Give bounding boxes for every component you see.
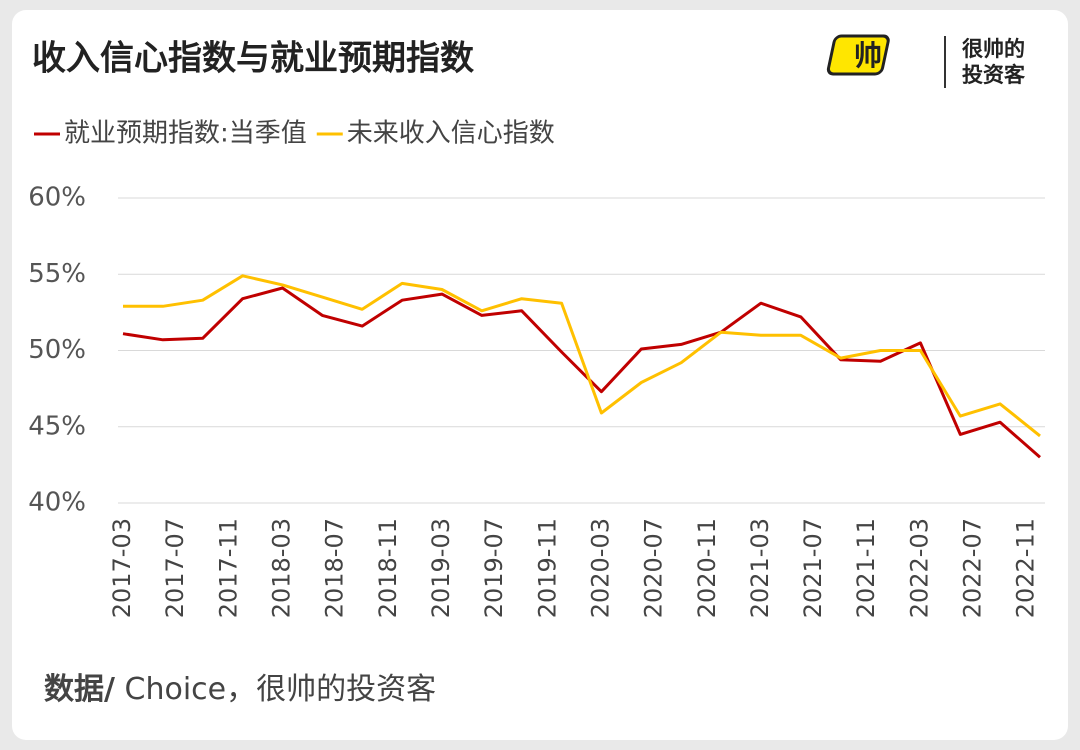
x-tick-label: 2020-11: [693, 518, 721, 618]
y-tick-label: 60%: [28, 183, 86, 213]
legend-label: 未来收入信心指数: [347, 119, 555, 149]
x-tick-label: 2017-07: [161, 518, 189, 618]
brand-text: 很帅的: [962, 37, 1025, 61]
x-tick-label: 2022-11: [1012, 518, 1040, 618]
source: 数据/ Choice，很帅的投资客: [44, 672, 436, 707]
card: [12, 10, 1068, 740]
x-tick-label: 2018-11: [374, 518, 402, 618]
x-tick-label: 2022-07: [959, 518, 987, 618]
source-text: Choice，很帅的投资客: [115, 672, 436, 707]
x-tick-label: 2019-11: [533, 518, 561, 618]
x-tick-label: 2017-11: [214, 518, 242, 618]
x-tick-label: 2018-07: [321, 518, 349, 618]
source-label: 数据/: [44, 672, 115, 707]
x-tick-label: 2020-03: [586, 518, 614, 618]
x-tick-label: 2021-03: [746, 518, 774, 618]
legend-label: 就业预期指数:当季值: [64, 119, 307, 149]
brand-text: 投资客: [962, 63, 1026, 87]
series-line: [123, 274, 1041, 438]
series-line: [122, 286, 1041, 459]
chart-title: 收入信心指数与就业预期指数: [32, 39, 474, 79]
brand-icon: 帅: [854, 39, 882, 72]
y-tick-label: 55%: [28, 259, 86, 289]
x-tick-label: 2018-03: [267, 518, 295, 618]
y-tick-label: 40%: [28, 488, 86, 518]
brand-icon-bg: [826, 34, 890, 76]
x-tick-label: 2019-03: [427, 518, 455, 618]
brand: 帅 很帅的 投资客: [826, 34, 1026, 88]
x-tick-label: 2022-03: [905, 518, 933, 618]
y-tick-label: 50%: [28, 335, 86, 365]
x-tick-label: 2017-03: [108, 518, 136, 618]
x-tick-label: 2020-07: [640, 518, 668, 618]
x-tick-label: 2021-07: [799, 518, 827, 618]
y-tick-label: 45%: [28, 411, 86, 441]
x-tick-label: 2021-11: [852, 518, 880, 618]
x-tick-label: 2019-07: [480, 518, 508, 618]
